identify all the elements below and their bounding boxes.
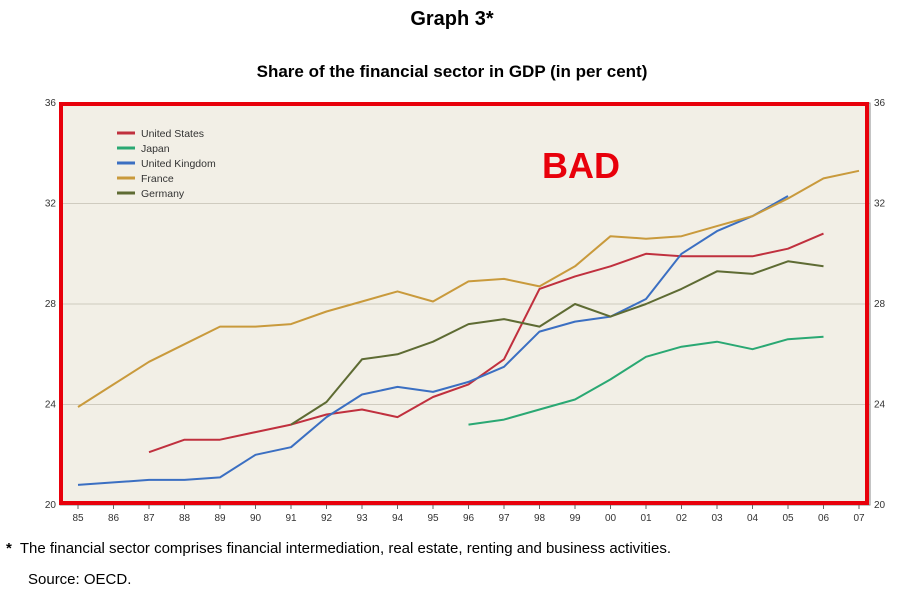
footnote-marker: *: [6, 540, 12, 557]
y-tick-label-right: 24: [874, 400, 886, 411]
x-tick-label: 99: [569, 513, 581, 524]
series-line-united-kingdom: [77, 195, 789, 486]
y-tick-label-right: 36: [874, 98, 886, 109]
series-line-united-states: [148, 232, 824, 454]
x-tick-label: 01: [640, 513, 652, 524]
x-tick-label: 85: [72, 513, 84, 524]
x-tick-label: 92: [321, 513, 333, 524]
x-tick-label: 07: [853, 513, 865, 524]
x-tick-label: 89: [214, 513, 226, 524]
x-tick-label: 93: [356, 513, 368, 524]
x-tick-label: 98: [534, 513, 546, 524]
legend-label-germany: Germany: [141, 188, 185, 200]
chart-title: Share of the financial sector in GDP (in…: [256, 62, 648, 81]
x-tick-label: 88: [179, 513, 191, 524]
x-tick-label: 00: [605, 513, 617, 524]
y-tick-label-left: 28: [45, 299, 57, 310]
x-tick-label: 86: [108, 513, 120, 524]
x-tick-label: 91: [285, 513, 297, 524]
x-tick-label: 97: [498, 513, 510, 524]
y-tick-label-right: 28: [874, 299, 886, 310]
footnote: * The financial sector comprises financia…: [6, 540, 671, 557]
series-lines: [77, 169, 860, 486]
source-note: Source: OECD.: [28, 571, 132, 588]
y-tick-label-left: 32: [45, 199, 57, 210]
y-tick-label-left: 36: [45, 98, 57, 109]
bad-annotation: BAD: [542, 145, 620, 186]
x-tick-label: 03: [711, 513, 723, 524]
x-tick-label: 94: [392, 513, 404, 524]
series-line-japan: [468, 335, 824, 426]
series-line-germany: [290, 260, 824, 426]
legend-label-japan: Japan: [141, 143, 170, 155]
grid: [60, 203, 870, 405]
legend-label-france: France: [141, 173, 174, 185]
x-tick-label: 96: [463, 513, 475, 524]
x-tick-label: 95: [427, 513, 439, 524]
legend-label-united-states: United States: [141, 128, 204, 140]
y-tick-label-right: 20: [874, 500, 886, 511]
y-tick-label-left: 20: [45, 500, 57, 511]
highlight-border: [59, 102, 869, 505]
legend-label-united-kingdom: United Kingdom: [141, 158, 216, 170]
graph-label: Graph 3*: [410, 8, 494, 30]
chart: 20 20 24 24 28 28 32 32 36 36 85 86 87 88 89 90 91 92 93 94…: [45, 98, 886, 524]
footnote-text: The financial sector comprises financial…: [19, 540, 672, 557]
axes: 20 20 24 24 28 28 32 32 36 36 85 86 87 88 89 90 91 92 93 94…: [45, 98, 886, 524]
x-tick-label: 05: [782, 513, 794, 524]
x-tick-label: 04: [747, 513, 759, 524]
x-tick-label: 02: [676, 513, 688, 524]
x-tick-label: 87: [143, 513, 155, 524]
legend: United States Japan United Kingdom France Ge…: [117, 128, 216, 200]
y-tick-label-right: 32: [874, 199, 886, 210]
y-tick-label-left: 24: [45, 400, 57, 411]
x-tick-label: 06: [818, 513, 830, 524]
series-line-france: [77, 169, 860, 408]
x-tick-label: 90: [250, 513, 262, 524]
